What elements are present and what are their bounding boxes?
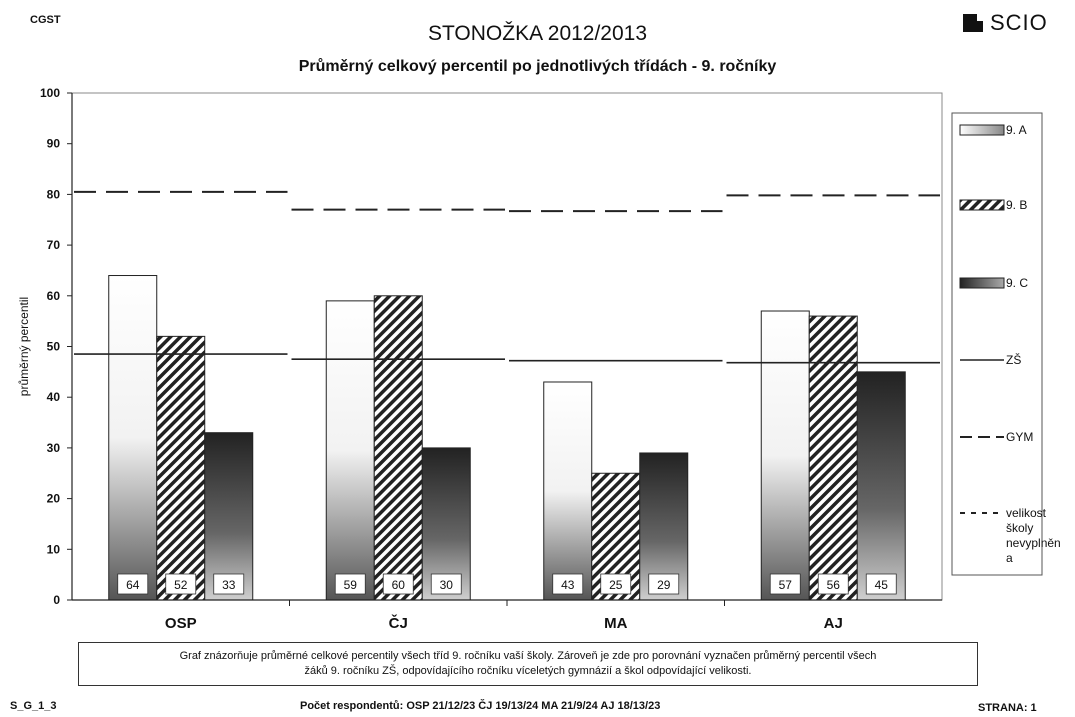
data-label-box <box>382 573 414 595</box>
bar-osp-1 <box>108 275 158 601</box>
legend-label: 9. C <box>1006 276 1028 290</box>
y-tick-label: 20 <box>47 492 61 506</box>
y-tick-label: 10 <box>47 542 61 556</box>
page-title: STONOŽKA 2012/2013 <box>427 22 648 45</box>
x-tick-label: ČJ <box>389 614 408 632</box>
caption-line-2: žáků 9. ročníku ZŠ, odpovídajícího roční… <box>304 665 752 677</box>
logo-text: SCIO <box>990 10 1048 35</box>
y-tick-label: 60 <box>47 289 61 303</box>
data-label-box <box>552 573 584 595</box>
legend-box <box>951 112 1043 576</box>
data-label: 60 <box>392 578 406 592</box>
legend-swatch-9a <box>959 124 1005 136</box>
legend-swatch-9c <box>959 277 1005 289</box>
legend-label: 9. A <box>1006 123 1027 137</box>
data-label: 45 <box>875 578 889 592</box>
data-label: 59 <box>344 578 358 592</box>
data-label-box <box>117 573 149 595</box>
data-label: 57 <box>779 578 793 592</box>
x-tick-label: AJ <box>824 615 843 632</box>
footer-code: S_G_1_3 <box>10 700 57 712</box>
data-label-box <box>817 573 849 595</box>
y-tick-label: 90 <box>47 137 61 151</box>
data-label: 64 <box>126 578 140 592</box>
caption-line-1: Graf znázorňuje průměrné celkové percent… <box>179 650 877 662</box>
data-label-box <box>865 573 897 595</box>
data-label-box <box>430 573 462 595</box>
data-label: 56 <box>827 578 841 592</box>
y-axis-label: průměrný percentil <box>17 297 31 396</box>
footer-page: STRANA: 1 <box>978 702 1037 714</box>
legend-label: GYM <box>1006 430 1033 444</box>
y-tick-label: 50 <box>47 340 61 354</box>
x-tick-label: MA <box>604 615 627 632</box>
bar-osp-3 <box>204 432 254 601</box>
bar-osp-2 <box>156 335 206 601</box>
chart-title: Průměrný celkový percentil po jednotlivý… <box>298 58 777 75</box>
data-label-box <box>165 573 197 595</box>
chart-caption: Graf znázorňuje průměrné celkové percent… <box>78 642 978 686</box>
data-label-box <box>769 573 801 595</box>
data-label-box <box>648 573 680 595</box>
x-tick-label: OSP <box>165 615 197 632</box>
data-label: 43 <box>561 578 575 592</box>
y-tick-label: 80 <box>47 187 61 201</box>
data-label-box <box>213 573 245 595</box>
y-tick-label: 40 <box>47 390 61 404</box>
legend-label: ZŠ <box>1006 352 1021 367</box>
data-label: 29 <box>657 578 671 592</box>
y-tick-label: 100 <box>40 86 60 100</box>
logo-notch <box>977 14 984 21</box>
y-tick-label: 0 <box>53 593 60 607</box>
y-tick-label: 70 <box>47 238 61 252</box>
data-label: 25 <box>609 578 623 592</box>
header-code: CGST <box>30 14 61 26</box>
data-label-box <box>600 573 632 595</box>
bar-ma-1 <box>543 381 593 601</box>
legend-swatch-9b <box>959 199 1005 211</box>
footer-respondents: Počet respondentů: OSP 21/12/23 ČJ 19/13… <box>300 700 661 712</box>
legend-label: 9. B <box>1006 198 1027 212</box>
legend-label: velikost školy nevyplněn a <box>1006 506 1061 565</box>
bar-čj-1 <box>325 300 375 601</box>
y-tick-label: 30 <box>47 441 61 455</box>
bar-aj-3 <box>856 371 906 601</box>
data-label: 30 <box>440 578 454 592</box>
data-label-box <box>334 573 366 595</box>
data-label: 33 <box>222 578 236 592</box>
bar-aj-2 <box>808 315 858 601</box>
bar-aj-1 <box>760 310 810 601</box>
data-label: 52 <box>174 578 188 592</box>
bar-čj-2 <box>373 295 423 601</box>
